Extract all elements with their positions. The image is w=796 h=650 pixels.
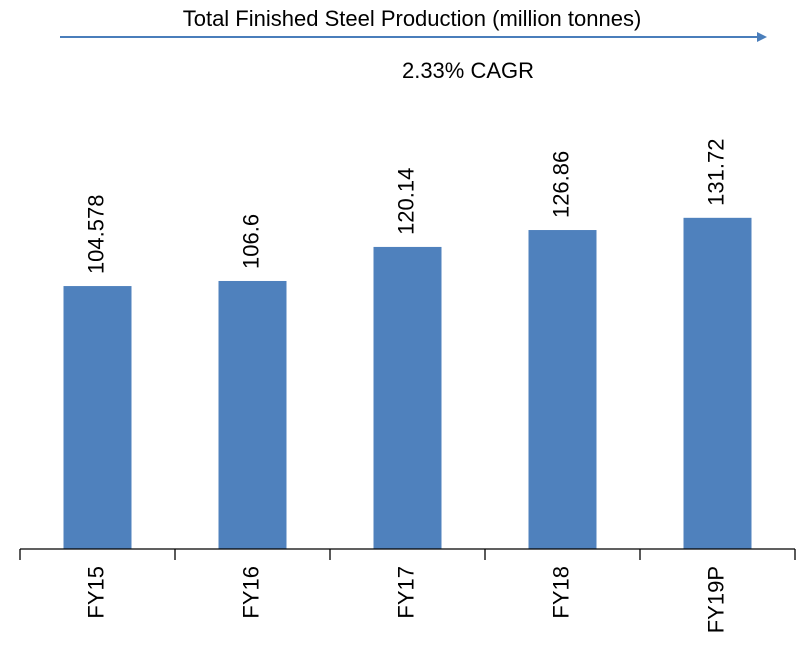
bar	[63, 286, 132, 549]
cagr-annotation: 2.33% CAGR	[402, 58, 534, 83]
value-label: 120.14	[393, 168, 418, 235]
value-label: 106.6	[238, 214, 263, 269]
value-label: 104.578	[83, 195, 108, 275]
bar	[218, 280, 287, 549]
x-tick-label: FY19P	[703, 566, 728, 633]
x-tick-label: FY16	[238, 566, 263, 619]
x-tick-label: FY17	[393, 566, 418, 619]
chart-title: Total Finished Steel Production (million…	[183, 6, 642, 31]
bar	[683, 217, 752, 549]
value-label: 126.86	[548, 151, 573, 218]
x-tick-label: FY18	[548, 566, 573, 619]
bar	[373, 246, 442, 549]
value-label: 131.72	[703, 139, 728, 206]
bar	[528, 230, 597, 549]
x-tick-label: FY15	[83, 566, 108, 619]
